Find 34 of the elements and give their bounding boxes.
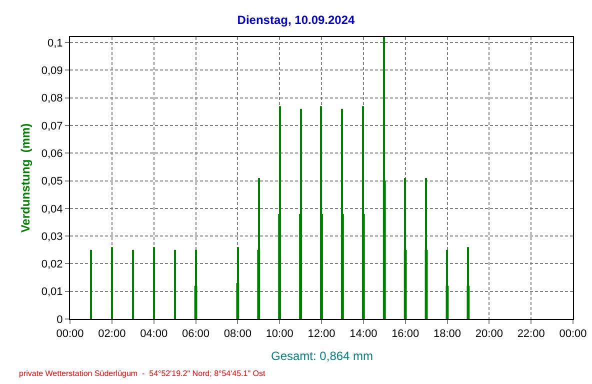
y-tick-label: 0,07: [41, 120, 63, 132]
bar: [132, 250, 134, 319]
y-tick-label: 0,02: [41, 258, 63, 271]
x-tick-label: 08:00: [224, 328, 252, 340]
x-tick-label: 18:00: [433, 328, 462, 340]
bar: [153, 247, 155, 319]
bar: [90, 250, 92, 319]
x-tick-label: 20:00: [475, 328, 503, 340]
x-tick-label: 10:00: [266, 328, 294, 340]
x-tick-label: 16:00: [392, 328, 420, 340]
x-tick-label: 00:00: [56, 328, 84, 340]
x-tick-label: 06:00: [182, 328, 210, 340]
bar: [111, 247, 113, 319]
y-tick-label: 0,08: [41, 92, 63, 105]
chart-title: Dienstag, 10.09.2024: [237, 12, 356, 27]
bar: [174, 250, 176, 319]
y-tick-label: 0,01: [41, 286, 63, 298]
x-tick-label: 12:00: [308, 328, 336, 340]
bar: [320, 106, 322, 319]
y-tick-label: 0,03: [41, 230, 63, 243]
y-tick-label: 0,09: [41, 65, 63, 78]
y-tick-label: 0,1: [48, 37, 63, 50]
x-tick-label: 04:00: [140, 328, 168, 340]
text: Gesamt: 0,864 mm: [271, 349, 374, 363]
x-tick-label: 22:00: [517, 328, 545, 340]
x-tick-label: 14:00: [350, 328, 378, 340]
y-tick-label: 0,04: [41, 203, 63, 216]
y-tick-label: 0: [56, 314, 63, 326]
y-tick-label: 0,06: [41, 148, 63, 160]
x-tick-label: 00:00: [559, 328, 587, 340]
x-tick-label: 02:00: [98, 328, 126, 340]
y-axis-title: Verdunstung (mm): [18, 123, 33, 233]
text: private Wetterstation Süderlügum - 54°52'19.2" Nord; 8°54'45.1" Ost: [19, 369, 266, 378]
y-tick-label: 0,05: [41, 176, 63, 188]
